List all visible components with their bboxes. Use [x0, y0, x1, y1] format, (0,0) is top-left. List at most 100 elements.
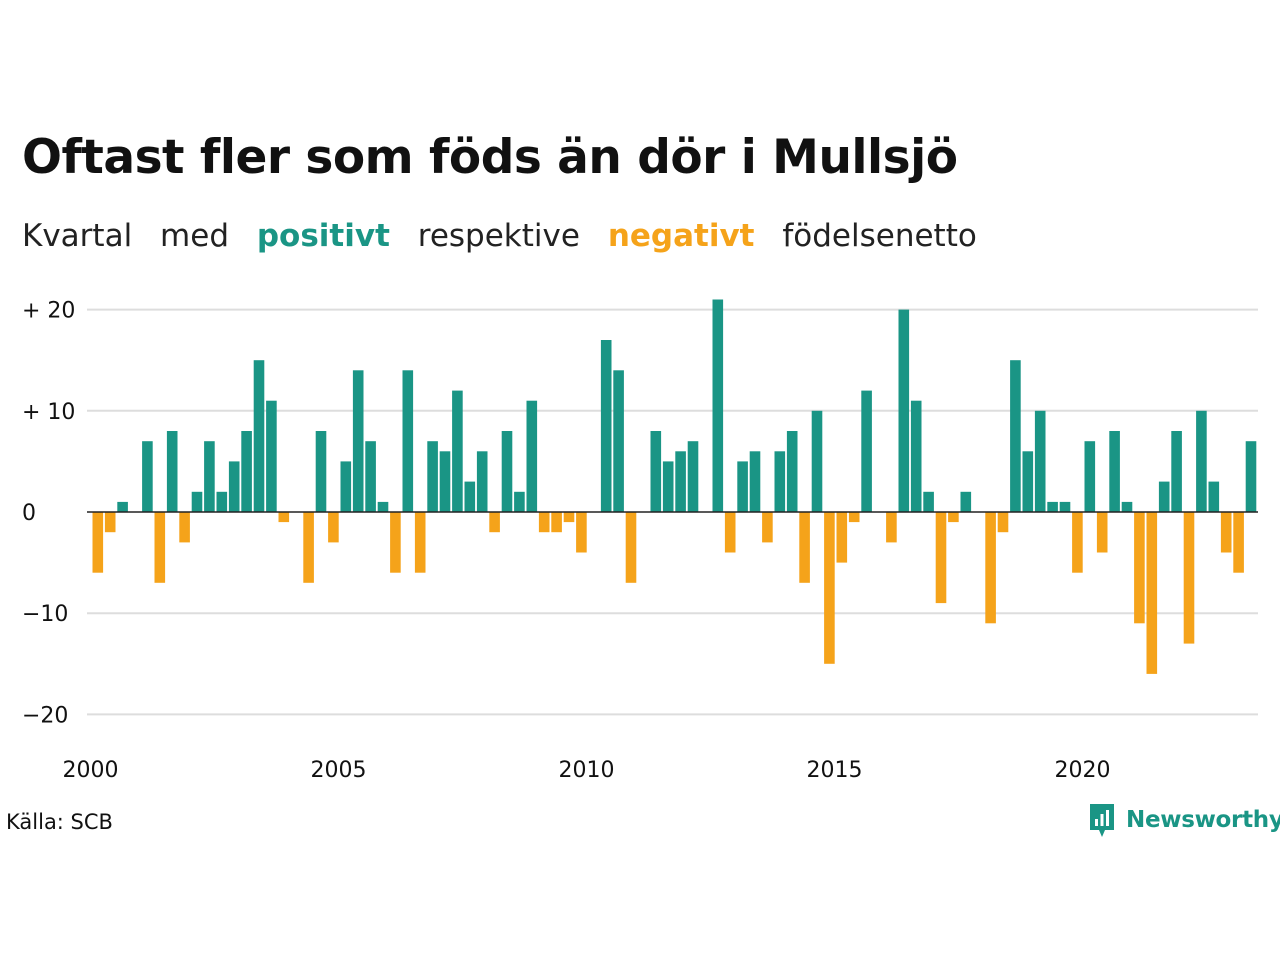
bar-quarter-63	[861, 390, 872, 512]
bar-quarter-59	[811, 410, 823, 512]
newsworthy-logo-icon	[1090, 804, 1114, 837]
bar-quarter-31	[464, 481, 476, 512]
bar-quarter-79	[1059, 501, 1071, 512]
bar-quarter-23	[365, 441, 376, 512]
bar-quarter-21	[340, 461, 352, 512]
bar-quarter-81	[1084, 441, 1096, 512]
bar-quarter-37	[538, 512, 550, 533]
bar-quarter-44	[625, 512, 637, 583]
bar-quarter-75	[1010, 360, 1021, 512]
bar-quarter-66	[898, 309, 910, 512]
x-axis-tick-labels: 2000 2005 2010 2015 2020	[63, 758, 1111, 783]
bar-quarter-20	[328, 512, 339, 543]
bar-quarter-84	[1121, 501, 1133, 512]
bar-quarter-90	[1196, 410, 1207, 512]
bar-quarter-71	[960, 491, 972, 512]
bar-quarter-6	[154, 512, 166, 583]
bar-quarter-80	[1072, 512, 1083, 573]
bar-quarter-32	[476, 451, 488, 512]
bar-quarter-2	[104, 512, 116, 533]
bar-quarter-48	[675, 451, 686, 512]
bar-quarter-46	[650, 431, 662, 512]
bar-quarter-7	[166, 431, 178, 512]
y-tick-label: −20	[22, 703, 68, 728]
bar-quarter-47	[662, 461, 674, 512]
bar-quarter-67	[910, 400, 922, 512]
bar-quarter-15	[266, 400, 277, 512]
bar-quarter-27	[414, 512, 426, 573]
bar-quarter-53	[737, 461, 748, 512]
y-tick-label: + 20	[22, 299, 75, 324]
bar-quarter-76	[1022, 451, 1034, 512]
subtitle-part-fodelsenetto: födelsenetto	[782, 218, 977, 254]
y-tick-label: 0	[22, 501, 36, 526]
bar-quarter-69	[935, 512, 947, 604]
subtitle-part-med: med	[160, 218, 229, 254]
bar-quarter-5	[142, 441, 153, 512]
bar-quarter-93	[1233, 512, 1244, 573]
birth-net-bar-chart: + 20 + 10 0 −10 −20 2000 2005 2010 2015 2020	[22, 299, 1258, 783]
chart-subtitle: Kvartal med positivt respektive negativt…	[22, 218, 995, 254]
bar-quarter-19	[315, 431, 327, 512]
bar-quarter-40	[576, 512, 587, 553]
bar-quarter-55	[762, 512, 773, 543]
bar-quarter-22	[352, 370, 364, 512]
bar-quarter-49	[687, 441, 699, 512]
subtitle-part-kvartal: Kvartal	[22, 218, 133, 254]
bar-quarter-12	[228, 461, 240, 512]
bar-quarter-10	[204, 441, 215, 512]
grid-lines	[87, 308, 1258, 716]
bar-quarter-87	[1158, 481, 1170, 512]
bar-quarter-24	[377, 501, 389, 512]
bar-quarter-25	[390, 512, 401, 573]
bar-quarter-8	[179, 512, 190, 543]
bar-quarter-78	[1047, 501, 1058, 512]
bar-quarter-42	[600, 340, 612, 512]
y-tick-label: −10	[22, 602, 68, 627]
bar-quarter-3	[117, 501, 128, 512]
bar-quarter-91	[1208, 481, 1220, 512]
bar-quarter-73	[985, 512, 996, 624]
bar-quarter-60	[824, 512, 835, 664]
bar-quarter-11	[216, 491, 228, 512]
bar-quarter-13	[241, 431, 252, 512]
bar-quarter-88	[1171, 431, 1182, 512]
bar-quarter-58	[799, 512, 810, 583]
bar-quarter-85	[1134, 512, 1145, 624]
bar-quarter-28	[427, 441, 438, 512]
bar-quarter-33	[489, 512, 500, 533]
bar-quarter-92	[1220, 512, 1232, 553]
bar-quarter-43	[613, 370, 624, 512]
bar-quarter-68	[923, 491, 934, 512]
x-tick-label: 2005	[311, 758, 367, 783]
bar-quarter-35	[514, 491, 525, 512]
bar-quarter-34	[501, 431, 513, 512]
subtitle-negative-label: negativt	[607, 218, 755, 254]
newsworthy-logo-text: Newsworthy	[1126, 807, 1280, 833]
bar-quarter-57	[786, 431, 798, 512]
bar-quarter-70	[948, 512, 959, 523]
bar-quarter-77	[1034, 410, 1046, 512]
bar-quarter-38	[551, 512, 562, 533]
bar-quarter-94	[1245, 441, 1257, 512]
bar-quarter-36	[526, 400, 538, 512]
bar-quarter-14	[253, 360, 265, 512]
bar-quarter-1	[92, 512, 104, 573]
bar-quarter-18	[303, 512, 314, 583]
chart-title: Oftast fler som föds än dör i Mullsjö	[22, 130, 958, 185]
bar-quarter-39	[563, 512, 575, 523]
bar-quarter-89	[1183, 512, 1195, 644]
bar-quarter-56	[774, 451, 786, 512]
bar-quarter-74	[997, 512, 1009, 533]
bar-quarter-52	[724, 512, 736, 553]
bar-quarter-9	[191, 491, 203, 512]
bar-quarter-29	[439, 451, 451, 512]
bar-quarter-30	[452, 390, 463, 512]
bar-quarter-61	[836, 512, 848, 563]
newsworthy-logo: Newsworthy	[1088, 802, 1280, 838]
bar-quarter-51	[712, 299, 724, 512]
bars	[92, 299, 1257, 674]
bar-quarter-82	[1096, 512, 1108, 553]
source-note: Källa: SCB	[6, 810, 113, 834]
x-tick-label: 2000	[63, 758, 119, 783]
